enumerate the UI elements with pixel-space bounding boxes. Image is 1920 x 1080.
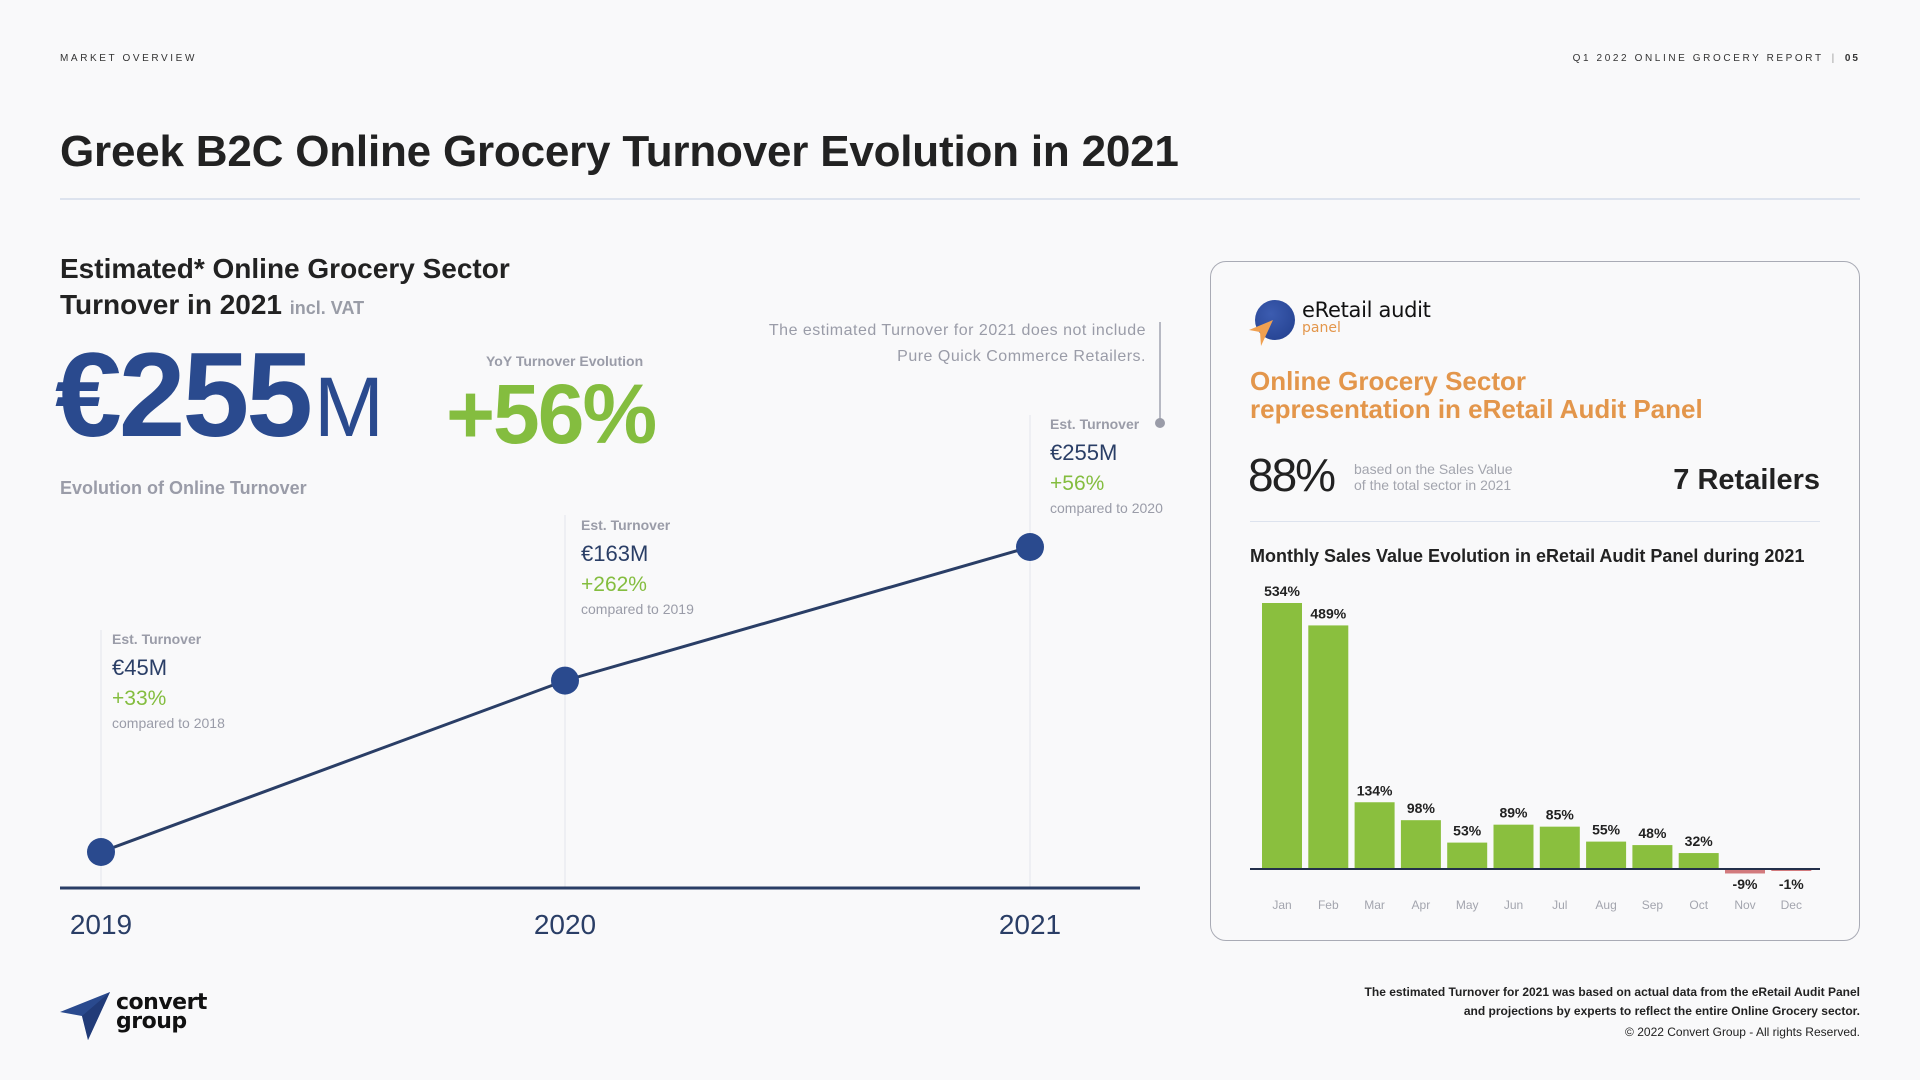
section-title-line2: Turnover in 2021: [60, 289, 283, 320]
month-tick-label: Aug: [1595, 898, 1616, 912]
brand-name: convert group: [116, 990, 207, 1034]
callout-compared: compared to 2019: [581, 601, 694, 617]
page-number: 05: [1844, 53, 1860, 64]
headline-turnover-unit: M: [313, 360, 384, 454]
page-title: Greek B2C Online Grocery Turnover Evolut…: [60, 127, 1179, 176]
callout-change: +33%: [112, 687, 167, 710]
yoy-value: +56%: [446, 367, 657, 461]
section-label: MARKET OVERVIEW: [60, 53, 197, 64]
bar-May: [1447, 842, 1488, 869]
bar-data-label: 98%: [1407, 800, 1436, 816]
callout-2020: Est. Turnover €163M +262% compared to 20…: [581, 517, 694, 617]
data-point-2019: [87, 838, 115, 866]
data-point-2020: [551, 666, 579, 695]
report-header: Q1 2022 ONLINE GROCERY REPORT | 05: [1573, 53, 1860, 64]
callout-value: €163M: [581, 541, 649, 566]
month-tick-label: Jul: [1552, 898, 1567, 912]
eretail-logo-subtitle: panel: [1302, 320, 1341, 336]
panel-heading-line2: representation in eRetail Audit Panel: [1250, 394, 1703, 424]
share-desc-line2: of the total sector in 2021: [1354, 477, 1512, 493]
header-separator: |: [1831, 53, 1837, 64]
callout-compared: compared to 2018: [112, 715, 225, 731]
bar-data-label: -9%: [1733, 876, 1758, 892]
month-tick-label: Jun: [1504, 898, 1523, 912]
month-tick-label: Oct: [1689, 898, 1708, 912]
footer-methodology-note: The estimated Turnover for 2021 was base…: [1365, 983, 1860, 1021]
x-tick-label: 2019: [70, 909, 132, 940]
x-tick-label: 2020: [534, 909, 596, 940]
month-tick-label: Apr: [1412, 898, 1431, 912]
bar-Mar: [1354, 802, 1395, 869]
bar-data-label: 489%: [1310, 605, 1346, 621]
callout-label: Est. Turnover: [112, 631, 202, 647]
month-tick-label: Feb: [1318, 898, 1339, 912]
month-tick-label: Nov: [1734, 898, 1755, 912]
panel-divider: [1250, 521, 1820, 522]
share-desc-line1: based on the Sales Value: [1354, 461, 1513, 477]
month-tick-label: Jan: [1272, 898, 1291, 912]
callout-compared: compared to 2020: [1050, 500, 1163, 516]
callout-2019: Est. Turnover €45M +33% compared to 2018: [112, 631, 225, 731]
evolution-label: Evolution of Online Turnover: [60, 478, 307, 498]
bar-Jul: [1539, 826, 1580, 869]
bar-Sep: [1632, 845, 1673, 869]
sector-share-description: based on the Sales Value of the total se…: [1354, 461, 1513, 493]
retailers-count: 7 Retailers: [1673, 464, 1820, 496]
yoy-label: YoY Turnover Evolution: [486, 353, 644, 369]
bar-data-label: 32%: [1685, 833, 1714, 849]
bar-Nov: [1725, 869, 1765, 874]
note-connector-line: [1159, 322, 1161, 422]
callout-value: €255M: [1050, 440, 1118, 465]
panel-heading: Online Grocery Sector representation in …: [1250, 367, 1703, 423]
headline-turnover: €255M: [55, 335, 384, 455]
bar-Aug: [1586, 841, 1627, 869]
bar-data-label: 534%: [1264, 583, 1300, 599]
section-title: Estimated* Online Grocery Sector Turnove…: [60, 251, 510, 326]
callout-change: +56%: [1050, 472, 1105, 495]
vat-note: incl. VAT: [289, 298, 365, 318]
bar-data-label: 53%: [1453, 823, 1482, 839]
callout-2021: Est. Turnover €255M +56% compared to 202…: [1050, 416, 1163, 516]
quick-commerce-note: The estimated Turnover for 2021 does not…: [768, 322, 1146, 365]
callout-value: €45M: [112, 655, 168, 680]
brand-line2: group: [116, 1009, 187, 1034]
bar-data-label: 134%: [1357, 782, 1393, 798]
sector-share-value: 88%: [1248, 449, 1336, 501]
bar-data-label: 85%: [1546, 807, 1575, 823]
convert-group-logo-icon: [60, 992, 110, 1040]
note-connector-dot: [1155, 418, 1165, 428]
month-tick-label: May: [1456, 898, 1479, 912]
section-title-line1: Estimated* Online Grocery Sector: [60, 253, 510, 284]
month-tick-label: Mar: [1364, 898, 1385, 912]
data-point-2021: [1016, 533, 1044, 561]
bar-data-label: 48%: [1638, 825, 1667, 841]
bar-Jun: [1493, 824, 1534, 869]
footer-note-line1: The estimated Turnover for 2021 was base…: [1364, 985, 1860, 999]
panel-heading-line1: Online Grocery Sector: [1250, 366, 1526, 396]
callout-label: Est. Turnover: [1050, 416, 1140, 432]
headline-turnover-value: €255: [55, 328, 313, 462]
month-tick-label: Dec: [1781, 898, 1802, 912]
title-divider: [60, 198, 1860, 200]
x-tick-label: 2021: [999, 909, 1061, 940]
callout-label: Est. Turnover: [581, 517, 671, 533]
copyright: © 2022 Convert Group - All rights Reserv…: [1625, 1025, 1860, 1039]
brand-line1: convert: [116, 990, 207, 1015]
footer-note-line2: and projections by experts to reflect th…: [1463, 1004, 1860, 1018]
bar-Oct: [1678, 853, 1719, 869]
eretail-logo-title: eRetail audit: [1302, 298, 1431, 322]
report-name: Q1 2022 ONLINE GROCERY REPORT: [1572, 53, 1824, 64]
bar-data-label: 89%: [1499, 805, 1528, 821]
bar-data-label: 55%: [1592, 822, 1621, 838]
bar-Feb: [1308, 625, 1349, 869]
eretail-logo-arrow-icon: [1249, 320, 1273, 346]
bar-chart-title: Monthly Sales Value Evolution in eRetail…: [1250, 546, 1805, 566]
month-tick-label: Sep: [1642, 898, 1664, 912]
bar-data-label: -1%: [1779, 876, 1804, 892]
bar-Apr: [1400, 820, 1441, 869]
bar-Jan: [1262, 603, 1302, 869]
callout-change: +262%: [581, 573, 647, 596]
